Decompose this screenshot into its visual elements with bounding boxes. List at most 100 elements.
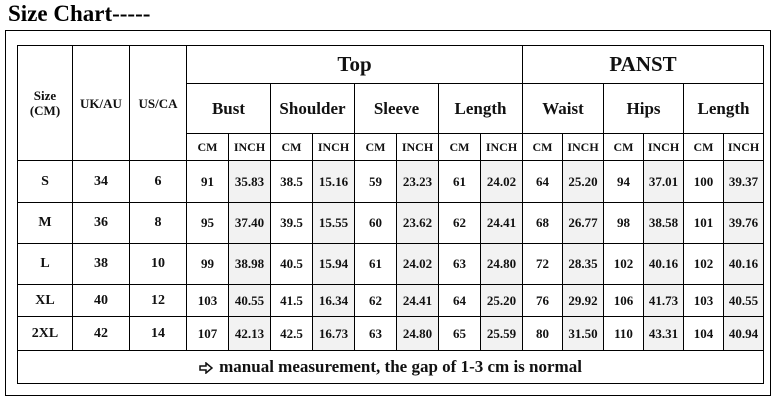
- cell-value: 95: [186, 202, 229, 244]
- unit-header: INCH: [312, 133, 355, 161]
- measure-header: Hips: [603, 83, 685, 134]
- row-header: UK/AU: [72, 45, 130, 161]
- row-header: Size (CM): [17, 45, 73, 161]
- cell-value: 24.41: [479, 202, 524, 244]
- cell-value: 40.55: [228, 284, 271, 317]
- table-row: XL 40 12 103 40.55 41.5 16.34 62 24.41 64 25.20 76 2…: [17, 284, 765, 317]
- cell-value: 6: [129, 160, 187, 203]
- unit-header: INCH: [643, 133, 685, 161]
- measure-header: Waist: [522, 83, 605, 134]
- cell-value: 103: [683, 284, 725, 317]
- cell-value: 40.94: [723, 316, 765, 351]
- cell-value: 106: [603, 284, 645, 317]
- unit-header: CM: [186, 133, 229, 161]
- unit-header: INCH: [562, 133, 605, 161]
- cell-value: 42.13: [228, 316, 271, 351]
- cell-value: 25.20: [479, 284, 524, 317]
- cell-value: 59: [354, 160, 397, 203]
- note-text: manual measurement, the gap of 1-3 cm is…: [219, 357, 582, 376]
- cell-value: 91: [186, 160, 229, 203]
- cell-value: 80: [522, 316, 564, 351]
- cell-value: 39.5: [270, 202, 313, 244]
- cell-value: 99: [186, 243, 229, 285]
- table-row: CM INCH CM INCH CM INCH CM INCH CM INCH CM INCH CM IN…: [18, 133, 765, 161]
- cell-value: 61: [438, 160, 481, 203]
- cell-value: 24.02: [479, 160, 524, 203]
- cell-value: 64: [438, 284, 481, 317]
- cell-value: 98: [603, 202, 645, 244]
- cell-value: 28.35: [562, 243, 605, 285]
- size-label: S: [17, 160, 73, 203]
- cell-value: 14: [129, 316, 187, 351]
- cell-value: 23.23: [396, 160, 439, 203]
- cell-value: 8: [129, 202, 187, 244]
- cell-value: 37.40: [228, 202, 271, 244]
- cell-value: 103: [186, 284, 229, 317]
- size-label: XL: [17, 284, 73, 317]
- cell-value: 63: [438, 243, 481, 285]
- group-header: PANST: [522, 45, 765, 84]
- cell-value: 42: [72, 316, 130, 351]
- cell-value: 72: [522, 243, 564, 285]
- cell-value: 94: [603, 160, 645, 203]
- unit-header: INCH: [396, 133, 439, 161]
- measure-header: Shoulder: [270, 83, 355, 134]
- cell-value: 63: [354, 316, 397, 351]
- row-header: US/CA: [129, 45, 187, 161]
- size-label: M: [17, 202, 73, 244]
- cell-value: 40: [72, 284, 130, 317]
- table-row: L 38 10 99 38.98 40.5 15.94 61 24.02 63 24.80 72 28.…: [17, 243, 765, 285]
- cell-value: 39.37: [723, 160, 765, 203]
- cell-value: 38.58: [643, 202, 685, 244]
- cell-value: 29.92: [562, 284, 605, 317]
- size-table: Size (CM) UK/AU US/CA Top PANST Bust Shoulder S…: [16, 45, 765, 384]
- cell-value: 61: [354, 243, 397, 285]
- unit-header: CM: [683, 133, 725, 161]
- cell-value: 12: [129, 284, 187, 317]
- size-label: L: [17, 243, 73, 285]
- cell-value: 41.73: [643, 284, 685, 317]
- cell-value: 25.20: [562, 160, 605, 203]
- cell-value: 16.34: [312, 284, 355, 317]
- unit-header: CM: [522, 133, 564, 161]
- cell-value: 40.55: [723, 284, 765, 317]
- unit-header: INCH: [479, 133, 524, 161]
- note-cell: manual measurement, the gap of 1-3 cm is…: [16, 350, 765, 384]
- cell-value: 102: [683, 243, 725, 285]
- page-title: Size Chart-----: [8, 1, 151, 26]
- arrow-icon: [199, 361, 214, 375]
- cell-value: 37.01: [643, 160, 685, 203]
- cell-value: 23.62: [396, 202, 439, 244]
- unit-header: INCH: [228, 133, 271, 161]
- size-label: 2XL: [17, 316, 73, 351]
- measure-header: Sleeve: [354, 83, 439, 134]
- cell-value: 64: [522, 160, 564, 203]
- cell-value: 15.55: [312, 202, 355, 244]
- cell-value: 35.83: [228, 160, 271, 203]
- table-row: Bust Shoulder Sleeve Length Waist Hips Length: [18, 83, 765, 134]
- cell-value: 24.80: [479, 243, 524, 285]
- cell-value: 31.50: [562, 316, 605, 351]
- cell-value: 34: [72, 160, 130, 203]
- cell-value: 76: [522, 284, 564, 317]
- cell-value: 38.98: [228, 243, 271, 285]
- cell-value: 68: [522, 202, 564, 244]
- table-row: S 34 6 91 35.83 38.5 15.16 59 23.23 61 24.02 64 25.2…: [17, 160, 765, 203]
- frame: [5, 30, 771, 396]
- cell-value: 10: [129, 243, 187, 285]
- cell-value: 15.94: [312, 243, 355, 285]
- cell-value: 102: [603, 243, 645, 285]
- cell-value: 40.16: [643, 243, 685, 285]
- cell-value: 43.31: [643, 316, 685, 351]
- unit-header: CM: [270, 133, 313, 161]
- cell-value: 24.02: [396, 243, 439, 285]
- table-row: Size (CM) UK/AU US/CA Top PANST: [17, 45, 765, 161]
- cell-value: 42.5: [270, 316, 313, 351]
- table-row: manual measurement, the gap of 1-3 cm is…: [16, 350, 765, 384]
- cell-value: 65: [438, 316, 481, 351]
- cell-value: 24.41: [396, 284, 439, 317]
- measure-header: Length: [437, 83, 524, 134]
- cell-value: 16.73: [312, 316, 355, 351]
- cell-value: 40.16: [723, 243, 765, 285]
- unit-header: CM: [603, 133, 645, 161]
